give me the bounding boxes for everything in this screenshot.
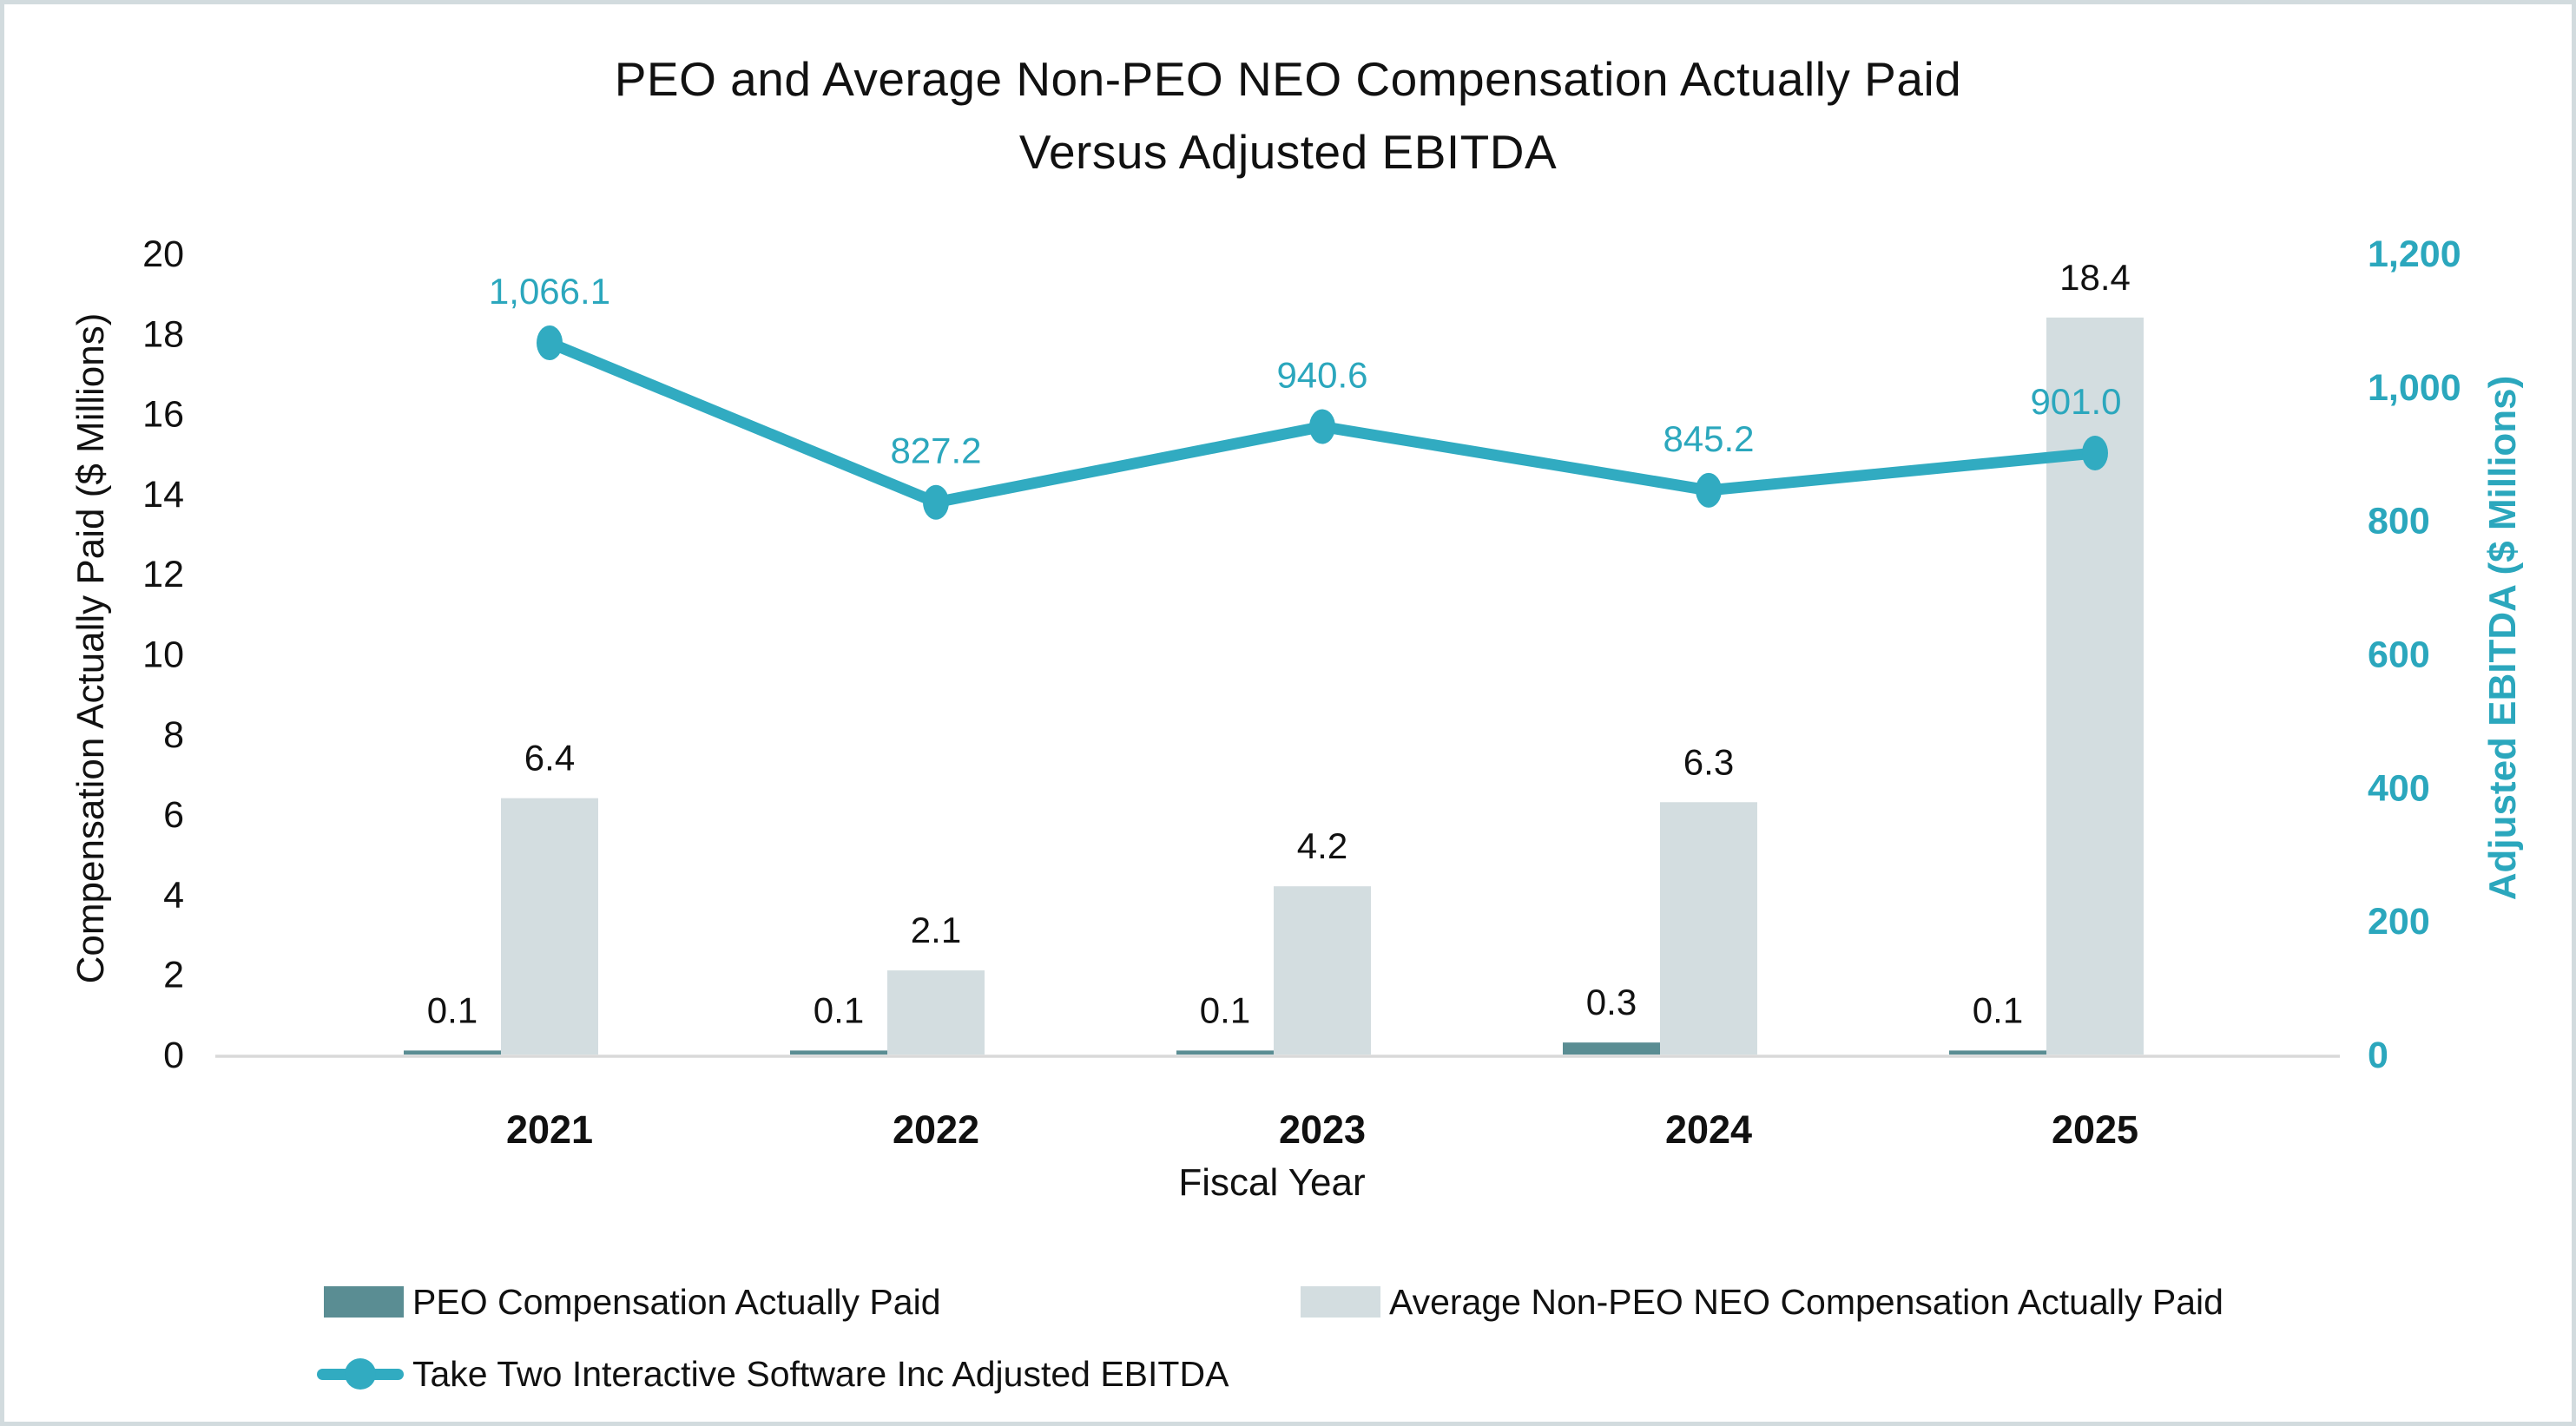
bar-non-peo-2023	[1274, 886, 1371, 1055]
y-right-tick-label: 600	[2368, 634, 2430, 676]
bar-non-peo-2022	[887, 970, 985, 1055]
y-right-tick-label: 1,200	[2368, 233, 2461, 275]
y-right-tick-label: 1,000	[2368, 367, 2461, 409]
bar-peo-2025	[1949, 1050, 2046, 1055]
bar-label-non-peo-2025: 18.4	[2059, 257, 2131, 298]
bar-peo-2021	[404, 1050, 501, 1055]
y-left-tick-label: 16	[142, 394, 184, 436]
bar-peo-2022	[790, 1050, 887, 1055]
bar-non-peo-2025	[2046, 317, 2144, 1055]
y-left-tick-label: 20	[142, 233, 184, 275]
legend-label-peo: PEO Compensation Actually Paid	[412, 1281, 941, 1322]
line-label-2022: 827.2	[890, 430, 981, 471]
bar-label-peo-2021: 0.1	[427, 989, 478, 1030]
y-left-tick-label: 12	[142, 554, 184, 595]
y-right-tick-label: 400	[2368, 767, 2430, 809]
legend-item-ebitda: Take Two Interactive Software Inc Adjust…	[317, 1350, 1229, 1398]
right-axis-title: Adjusted EBITDA ($ Millions)	[2481, 375, 2524, 901]
line-point-2025	[2082, 435, 2108, 470]
y-right-tick-label: 800	[2368, 501, 2430, 542]
chart-title: PEO and Average Non-PEO NEO Compensation…	[4, 43, 2572, 188]
line-label-2023: 940.6	[1276, 355, 1367, 396]
bar-label-peo-2024: 0.3	[1586, 982, 1637, 1022]
y-left-tick-label: 0	[163, 1035, 184, 1076]
line-point-2023	[1309, 409, 1335, 444]
bar-non-peo-2021	[501, 798, 598, 1055]
chart-title-line1: PEO and Average Non-PEO NEO Compensation…	[614, 52, 1962, 106]
legend-label-ebitda: Take Two Interactive Software Inc Adjust…	[412, 1353, 1229, 1394]
bar-label-non-peo-2022: 2.1	[911, 910, 961, 950]
y-right-tick-label: 200	[2368, 901, 2430, 943]
chart-title-line2: Versus Adjusted EBITDA	[1018, 125, 1558, 179]
x-axis-title: Fiscal Year	[1178, 1161, 1366, 1204]
bar-label-non-peo-2021: 6.4	[524, 738, 575, 779]
y-left-tick-label: 6	[163, 794, 184, 836]
bar-label-non-peo-2023: 4.2	[1297, 825, 1347, 866]
bar-label-peo-2023: 0.1	[1200, 989, 1250, 1030]
legend-item-peo: PEO Compensation Actually Paid	[324, 1278, 941, 1326]
y-left-tick-label: 2	[163, 955, 184, 996]
legend-item-non-peo: Average Non-PEO NEO Compensation Actuall…	[1301, 1278, 2224, 1326]
x-tick-label-2023: 2023	[1279, 1107, 1366, 1152]
plot-area: 0246810121416182002004006008001,0001,200…	[142, 233, 2461, 1152]
legend-swatch-non-peo	[1301, 1286, 1380, 1318]
y-left-tick-label: 10	[142, 634, 184, 676]
bar-label-peo-2025: 0.1	[1973, 989, 2023, 1030]
bar-peo-2024	[1563, 1042, 1660, 1055]
x-tick-label-2022: 2022	[893, 1107, 979, 1152]
y-left-tick-label: 14	[142, 474, 184, 516]
line-point-2024	[1696, 472, 1722, 508]
bar-label-peo-2022: 0.1	[814, 989, 864, 1030]
x-tick-label-2025: 2025	[2052, 1107, 2138, 1152]
line-label-2021: 1,066.1	[489, 271, 610, 312]
line-label-2025: 901.0	[2030, 381, 2121, 422]
legend-swatch-peo	[324, 1286, 404, 1318]
line-point-2022	[923, 484, 949, 520]
x-tick-label-2024: 2024	[1665, 1107, 1752, 1152]
y-left-tick-label: 8	[163, 714, 184, 756]
legend-label-non-peo: Average Non-PEO NEO Compensation Actuall…	[1389, 1281, 2224, 1322]
x-tick-label-2021: 2021	[506, 1107, 593, 1152]
line-label-2024: 845.2	[1663, 418, 1754, 459]
y-left-tick-label: 4	[163, 874, 184, 916]
bar-label-non-peo-2024: 6.3	[1683, 741, 1734, 782]
y-left-tick-label: 18	[142, 313, 184, 355]
y-right-tick-label: 0	[2368, 1035, 2388, 1076]
bar-peo-2023	[1176, 1050, 1274, 1055]
left-axis-title: Compensation Actually Paid ($ Millions)	[69, 312, 112, 984]
legend-line-dot	[345, 1358, 376, 1390]
legend-line-marker-icon	[317, 1357, 404, 1391]
line-point-2021	[537, 325, 563, 360]
bar-non-peo-2024	[1660, 802, 1757, 1055]
